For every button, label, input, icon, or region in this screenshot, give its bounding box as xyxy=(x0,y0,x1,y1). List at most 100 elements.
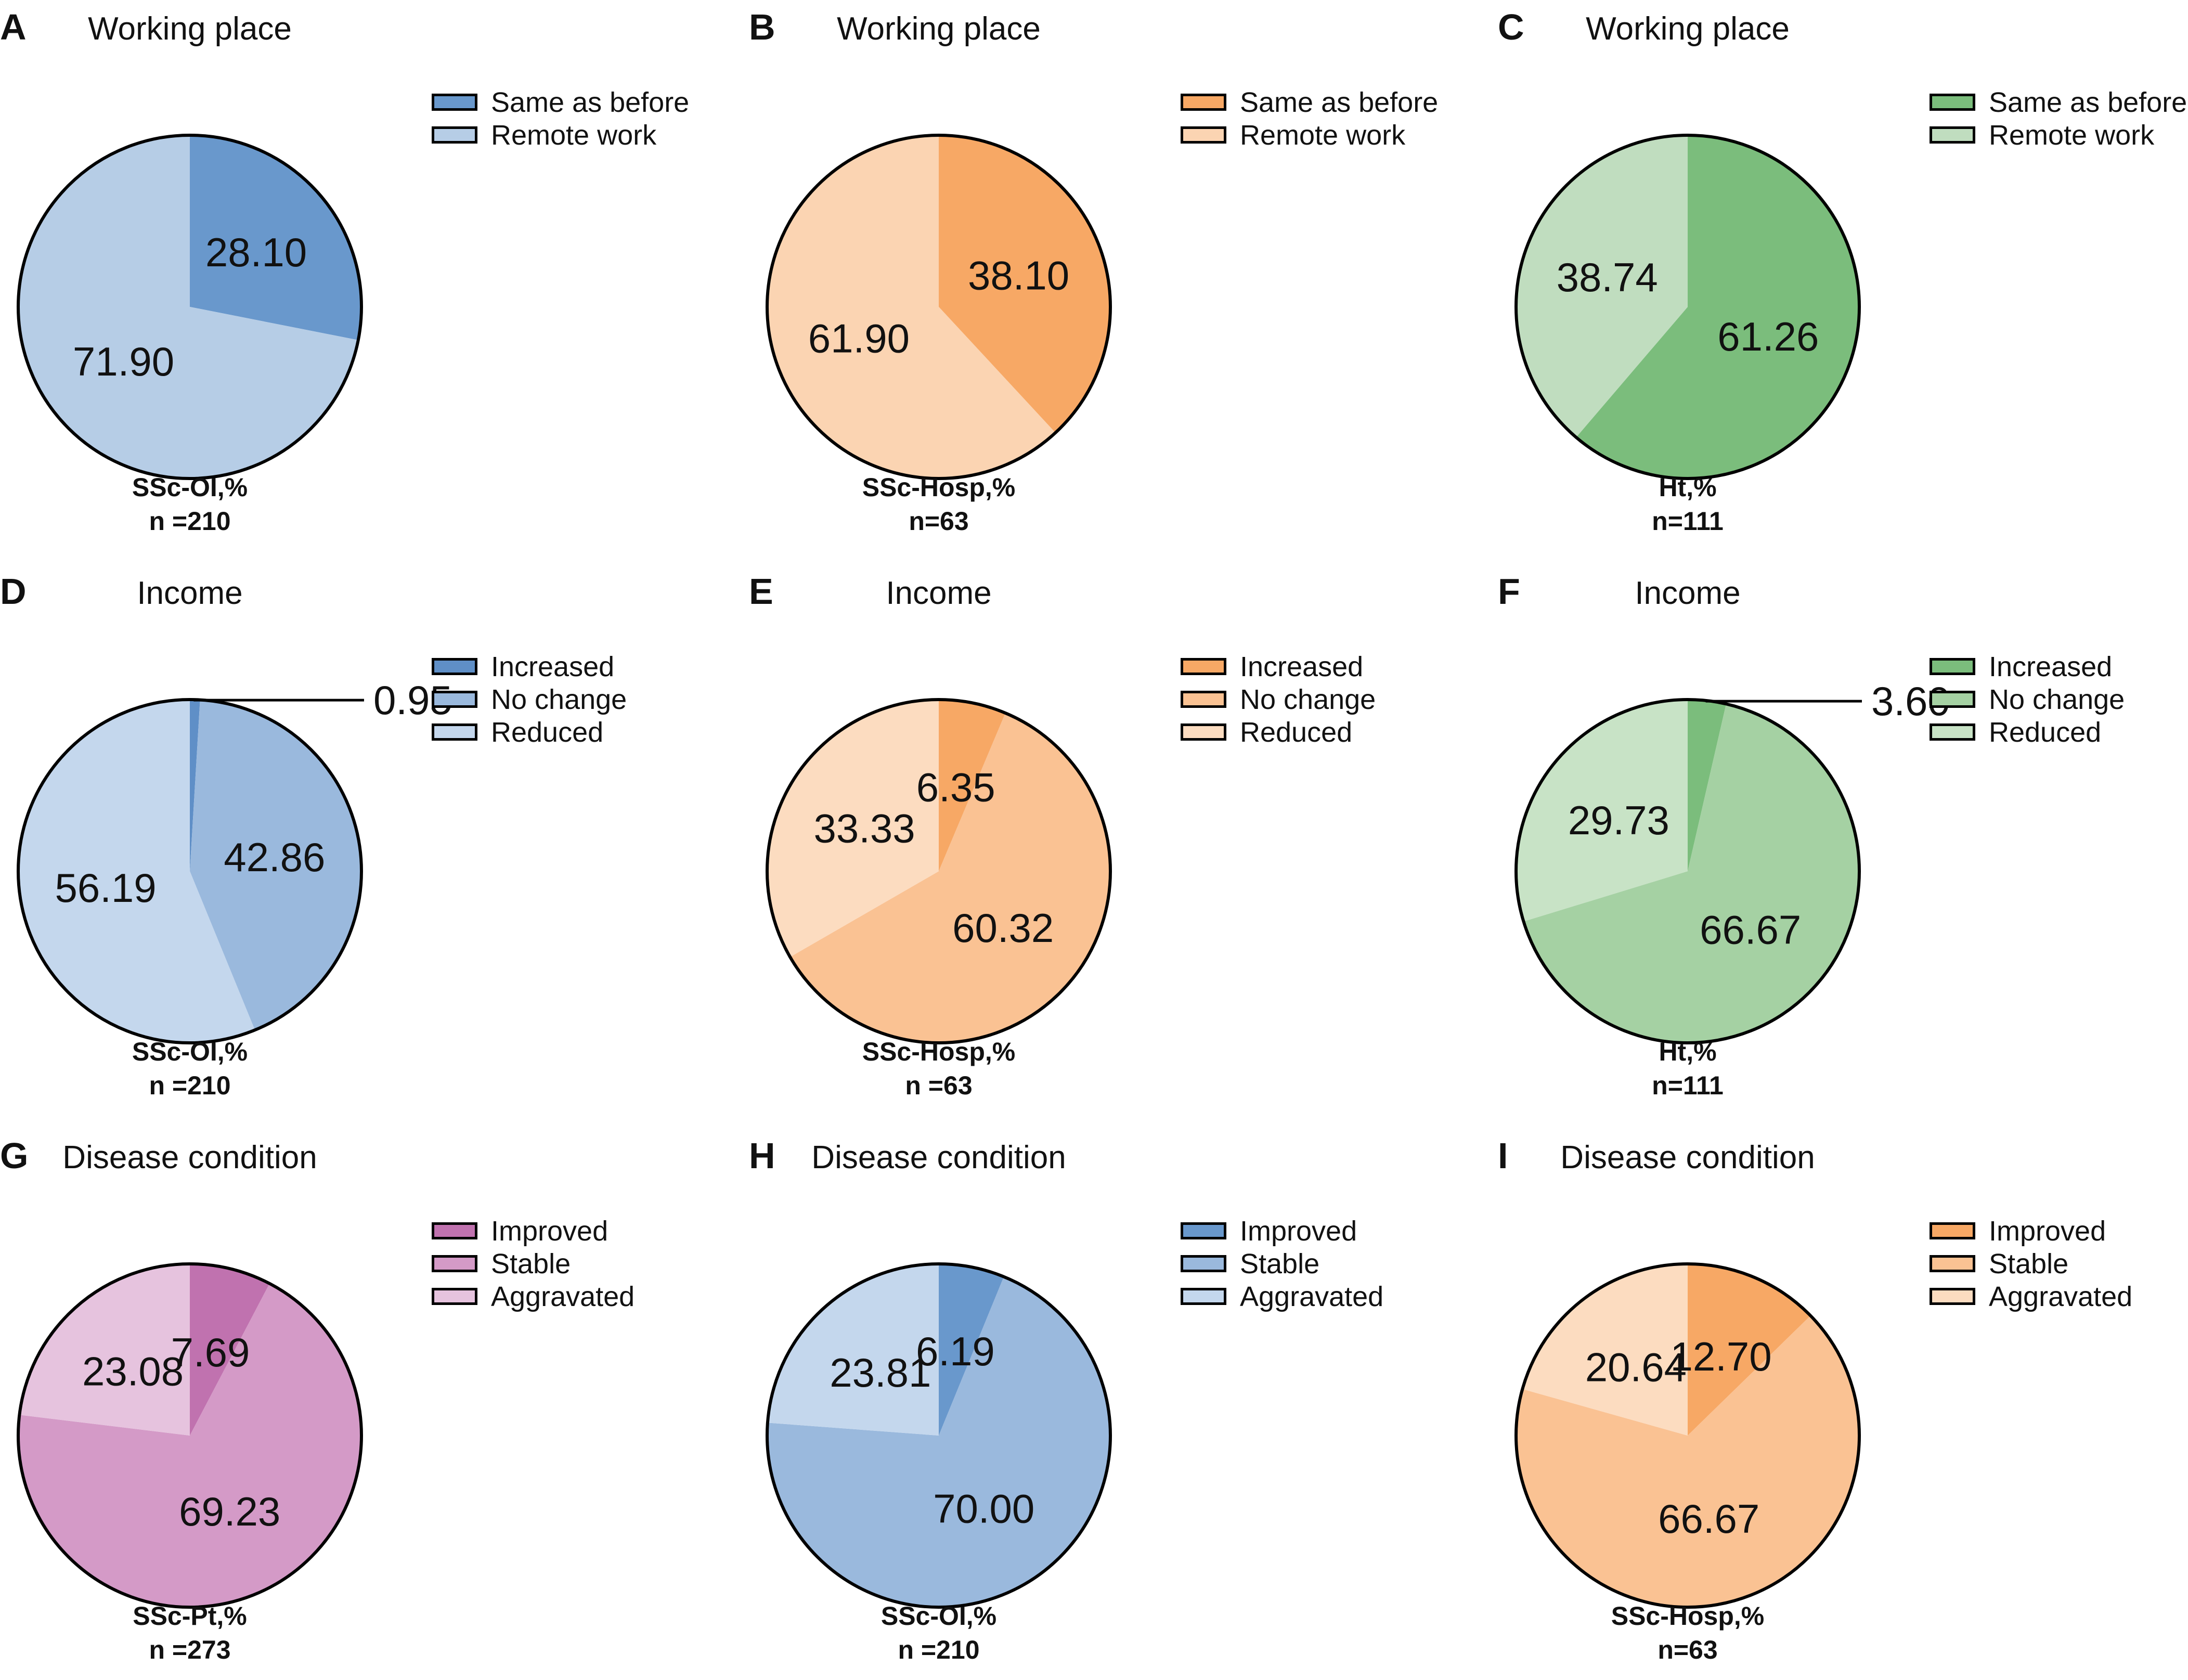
pie-slice-no-change xyxy=(790,713,1111,1043)
legend-label: No change xyxy=(1240,683,1376,715)
data-label: 23.08 xyxy=(82,1349,184,1394)
chart-title: Disease condition xyxy=(811,1140,1066,1175)
pie-slice-reduced xyxy=(1516,700,1688,922)
caption-n: n=63 xyxy=(909,507,969,536)
chart-caption: SSc-Hosp,% n=63 xyxy=(1498,1599,1878,1667)
data-label: 60.32 xyxy=(952,905,1054,951)
pie-h: 6.19 70.00 23.81 xyxy=(766,1262,1112,1609)
caption-n: n=63 xyxy=(1658,1635,1718,1664)
caption-n: n =210 xyxy=(898,1635,980,1664)
legend-item: Stable xyxy=(432,1247,635,1280)
legend-swatch xyxy=(432,94,477,111)
legend-swatch xyxy=(432,1222,477,1239)
legend-label: Reduced xyxy=(1240,716,1353,748)
pie-outline xyxy=(766,698,1112,1044)
legend-swatch xyxy=(432,723,477,741)
legend-label: Improved xyxy=(491,1215,609,1247)
legend: Same as before Remote work xyxy=(1181,86,1438,151)
panel-letter: C xyxy=(1498,7,1524,47)
legend-item: Same as before xyxy=(1181,86,1438,119)
legend-item: Reduced xyxy=(1181,716,1376,748)
pie-slice-increased xyxy=(190,700,200,871)
data-label: 38.10 xyxy=(968,253,1069,299)
pie-c: 61.26 38.74 xyxy=(1514,134,1861,480)
legend-swatch xyxy=(1930,94,1975,111)
panel-letter: B xyxy=(749,7,775,47)
pie-g: 7.69 69.23 23.08 xyxy=(17,1262,363,1609)
data-label: 23.81 xyxy=(830,1350,931,1395)
chart-caption: SSc-Hosp,% n=63 xyxy=(749,471,1129,538)
legend-label: Same as before xyxy=(1240,86,1439,118)
legend: Same as before Remote work xyxy=(432,86,689,151)
chart-caption: SSc-OI,% n =210 xyxy=(0,471,380,538)
legend-swatch xyxy=(1930,723,1975,741)
pie-slice-reduced xyxy=(18,700,255,1043)
legend-item: Improved xyxy=(1930,1214,2132,1247)
caption-group: SSc-OI,% xyxy=(881,1601,997,1631)
legend: Increased No change Reduced xyxy=(1930,650,2125,748)
panel-letter: D xyxy=(0,571,27,612)
chart-caption: SSc-OI,% n =210 xyxy=(749,1599,1129,1667)
legend-swatch xyxy=(1181,1222,1226,1239)
legend: Improved Stable Aggravated xyxy=(1181,1214,1383,1313)
legend-swatch xyxy=(432,1255,477,1272)
legend-item: Same as before xyxy=(1930,86,2187,119)
panel-letter: I xyxy=(1498,1135,1508,1176)
legend-swatch xyxy=(1181,1288,1226,1305)
chart-caption: Ht,% n=111 xyxy=(1498,1035,1878,1103)
legend-item: Stable xyxy=(1930,1247,2132,1280)
legend-item: Aggravated xyxy=(1181,1280,1383,1313)
data-label: 6.19 xyxy=(916,1328,995,1374)
legend-swatch xyxy=(432,1288,477,1305)
panel-a: A Working place 28.10 71.90 Same as before Re… xyxy=(0,0,749,551)
legend-item: Increased xyxy=(1181,650,1376,683)
data-label: 38.74 xyxy=(1557,254,1658,300)
legend-label: No change xyxy=(491,683,627,715)
legend-item: No change xyxy=(432,683,627,716)
chart-title: Working place xyxy=(1586,11,1790,47)
legend-item: Increased xyxy=(432,650,627,683)
caption-group: SSc-OI,% xyxy=(132,473,248,502)
data-label: 28.10 xyxy=(205,229,307,275)
legend-item: Aggravated xyxy=(432,1280,635,1313)
caption-group: SSc-Pt,% xyxy=(133,1601,247,1631)
legend-label: Aggravated xyxy=(1240,1281,1384,1312)
caption-group: SSc-Hosp,% xyxy=(862,1037,1016,1066)
pie-outline xyxy=(766,1262,1112,1609)
pie-outline xyxy=(17,1262,363,1609)
panel-c: C Working place 61.26 38.74 Same as before Re… xyxy=(1498,0,2188,551)
caption-group: SSc-Hosp,% xyxy=(1611,1601,1765,1631)
panel-letter: H xyxy=(749,1135,775,1176)
legend-item: Stable xyxy=(1181,1247,1383,1280)
legend-swatch xyxy=(1181,658,1226,675)
chart-caption: Ht,% n=111 xyxy=(1498,471,1878,538)
legend: Same as before Remote work xyxy=(1930,86,2187,151)
panel-letter: E xyxy=(749,571,773,612)
panel-h: H Disease condition 6.19 70.00 23.81 Improved… xyxy=(749,1129,1498,1680)
chart-caption: SSc-Pt,% n =273 xyxy=(0,1599,380,1667)
legend-item: Same as before xyxy=(432,86,689,119)
data-label: 66.67 xyxy=(1658,1496,1759,1542)
legend-label: Aggravated xyxy=(491,1281,635,1312)
pie-e: 6.35 60.32 33.33 xyxy=(766,698,1112,1044)
caption-group: SSc-OI,% xyxy=(132,1037,248,1066)
chart-caption: SSc-Hosp,% n =63 xyxy=(749,1035,1129,1103)
pie-outline xyxy=(1514,698,1861,1044)
panel-e: E Income 6.35 60.32 33.33 Increased No change R… xyxy=(749,564,1498,1116)
data-label: 7.69 xyxy=(171,1329,250,1375)
pie-slice-aggravated xyxy=(1522,1264,1688,1436)
legend-item: Remote work xyxy=(1181,119,1438,151)
pie-outline xyxy=(766,134,1112,480)
legend-label: Increased xyxy=(491,651,615,682)
legend-label: Remote work xyxy=(491,119,657,151)
caption-group: Ht,% xyxy=(1659,1037,1717,1066)
legend-label: No change xyxy=(1989,683,2125,715)
pie-slice-stable xyxy=(18,1283,362,1608)
pie-slice-reduced xyxy=(767,700,939,957)
data-label: 69.23 xyxy=(179,1489,280,1534)
data-label: 20.64 xyxy=(1585,1345,1687,1390)
chart-title: Income xyxy=(886,575,992,611)
chart-title: Working place xyxy=(88,11,292,47)
panel-letter: F xyxy=(1498,571,1520,612)
